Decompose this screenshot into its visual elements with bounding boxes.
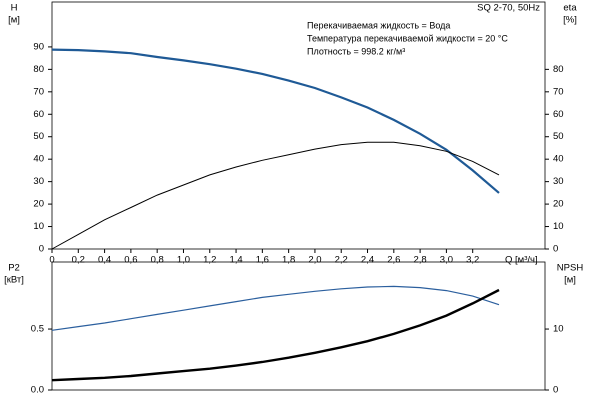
y-tick-label: 10 [33, 221, 44, 232]
x-tick-label: 2,4 [361, 255, 374, 266]
y-tick-label: 0 [39, 244, 44, 255]
curve [51, 288, 500, 382]
y-tick-label: 70 [33, 86, 44, 97]
curve [51, 48, 500, 194]
x-tick-label: 1,4 [229, 255, 242, 266]
x-axis-label: Q [м³/ч] [505, 255, 538, 266]
x-tick-label: 0 [49, 255, 54, 266]
x-tick-label: 1,0 [177, 255, 190, 266]
y2-tick-label: 20 [553, 199, 564, 210]
x-tick-label: 1,6 [256, 255, 269, 266]
x-tick-label: 0,6 [124, 255, 137, 266]
x-tick-label: 3,0 [440, 255, 453, 266]
x-tick-label: 0,8 [151, 255, 164, 266]
y-tick-label: 0.5 [31, 324, 44, 335]
x-tick-label: 2,8 [413, 255, 426, 266]
x-tick-label: 1,8 [282, 255, 295, 266]
x-tick-label: 2,2 [335, 255, 348, 266]
annotation: Перекачиваемая жидкость = Вода [307, 20, 450, 30]
y-axis-unit: [кВт] [4, 275, 24, 286]
x-tick-label: 0,2 [72, 255, 85, 266]
y2-tick-label: 10 [553, 221, 564, 232]
y2-axis-unit: [%] [563, 15, 577, 26]
annotation: Плотность = 998.2 кг/м³ [307, 46, 405, 56]
y-tick-label: 90 [33, 41, 44, 52]
x-tick-label: 3,2 [466, 255, 479, 266]
y-axis-label: P2 [8, 263, 20, 274]
y-tick-label: 50 [33, 131, 44, 142]
x-tick-label: 2,6 [387, 255, 400, 266]
y2-tick-label: 0 [553, 385, 558, 396]
y2-tick-label: 30 [553, 176, 564, 187]
y2-tick-label: 0 [553, 244, 558, 255]
y-tick-label: 30 [33, 176, 44, 187]
x-tick-label: 2,0 [308, 255, 321, 266]
y2-axis-label: eta [563, 3, 577, 14]
curve [51, 285, 500, 331]
y-tick-label: 80 [33, 64, 44, 75]
curve [51, 141, 500, 250]
y-tick-label: 60 [33, 109, 44, 120]
y2-tick-label: 60 [553, 109, 564, 120]
plot-frame [51, 261, 546, 391]
y-axis-unit: [м] [8, 15, 20, 26]
y-tick-label: 0.0 [31, 385, 44, 396]
y-tick-label: 40 [33, 154, 44, 165]
y2-tick-label: 10 [553, 324, 564, 335]
y-axis-label: H [11, 3, 18, 14]
y2-tick-label: 40 [553, 154, 564, 165]
plot-frame [51, 1, 546, 250]
title-box [300, 1, 545, 16]
annotation: Температура перекачиваемой жидкости = 20… [307, 33, 508, 43]
y2-tick-label: 80 [553, 64, 564, 75]
x-tick-label: 1,2 [203, 255, 216, 266]
chart-title: SQ 2-70, 50Hz [477, 3, 540, 14]
y-tick-label: 20 [33, 199, 44, 210]
y2-tick-label: 70 [553, 86, 564, 97]
y2-axis-label: NPSH [557, 263, 584, 274]
y2-axis-unit: [м] [564, 275, 576, 286]
x-tick-label: 0,4 [98, 255, 111, 266]
y2-tick-label: 50 [553, 131, 564, 142]
